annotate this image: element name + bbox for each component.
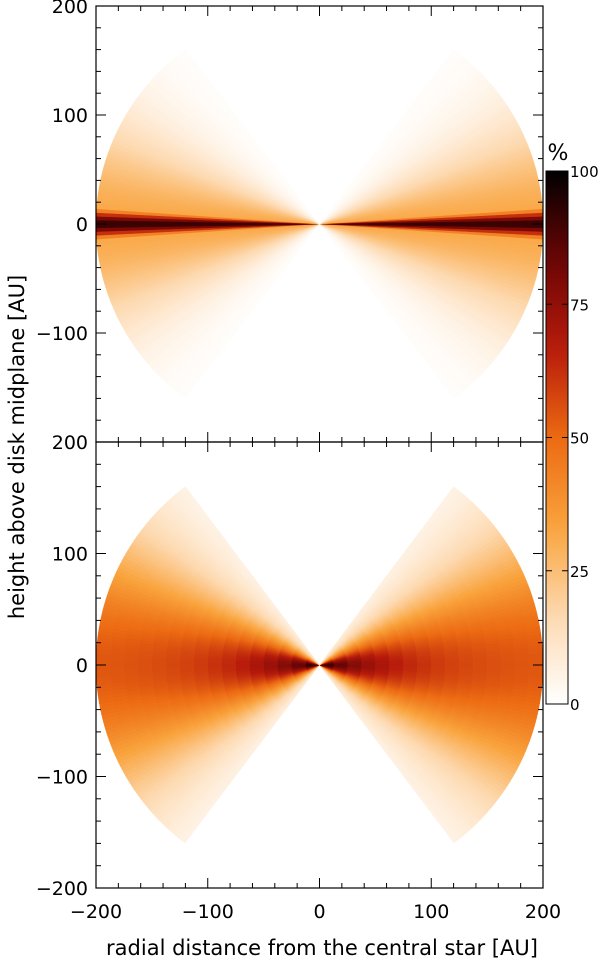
colorbar-tick-label: 25: [570, 563, 589, 581]
colorbar-label: %: [548, 141, 569, 166]
bottom-x-tick-label: −100: [182, 901, 234, 923]
top-y-tick-label: 0: [76, 214, 88, 236]
top-y-tick-label: −100: [36, 323, 88, 345]
bottom-y-tick-label: 200: [52, 432, 88, 454]
colorbar-tick-label: 75: [570, 296, 589, 314]
top-panel-heatmap: [96, 49, 543, 399]
bottom-x-tick-label: 0: [313, 901, 325, 923]
bottom-x-tick-label: −200: [70, 901, 122, 923]
top-heatmap-cell: [181, 49, 320, 225]
top-heatmap-cell: [319, 49, 458, 225]
top-y-tick-label: 200: [52, 0, 88, 18]
bottom-x-tick-label: 200: [525, 901, 561, 923]
top-y-tick-label: 100: [52, 105, 88, 127]
bottom-y-tick-label: −200: [36, 878, 88, 900]
bottom-heatmap-cell: [181, 486, 195, 501]
colorbar-ticks: 0 25 50 75 100: [546, 163, 599, 714]
x-axis-label: radial distance from the central star [A…: [106, 936, 538, 960]
axis-tick-labels: −100 0 100 200 −200 −100 0 100 200 −200 −100 0 100 20…: [36, 0, 561, 923]
bottom-y-tick-label: 0: [76, 655, 88, 677]
y-axis-label: height above disk midplane [AU]: [5, 275, 29, 619]
colorbar-tick-label: 100: [570, 163, 599, 181]
bottom-heatmap-cell: [444, 486, 458, 501]
bottom-x-tick-label: 100: [413, 901, 449, 923]
axis-ticks: [95, 5, 544, 889]
colorbar: 0 25 50 75 100 %: [545, 141, 599, 714]
bottom-y-tick-label: −100: [36, 767, 88, 789]
colorbar-tick-label: 0: [570, 696, 580, 714]
colorbar-tick-label: 50: [570, 430, 589, 448]
bottom-y-tick-label: 100: [52, 544, 88, 566]
bottom-panel-heatmap: [96, 486, 543, 844]
